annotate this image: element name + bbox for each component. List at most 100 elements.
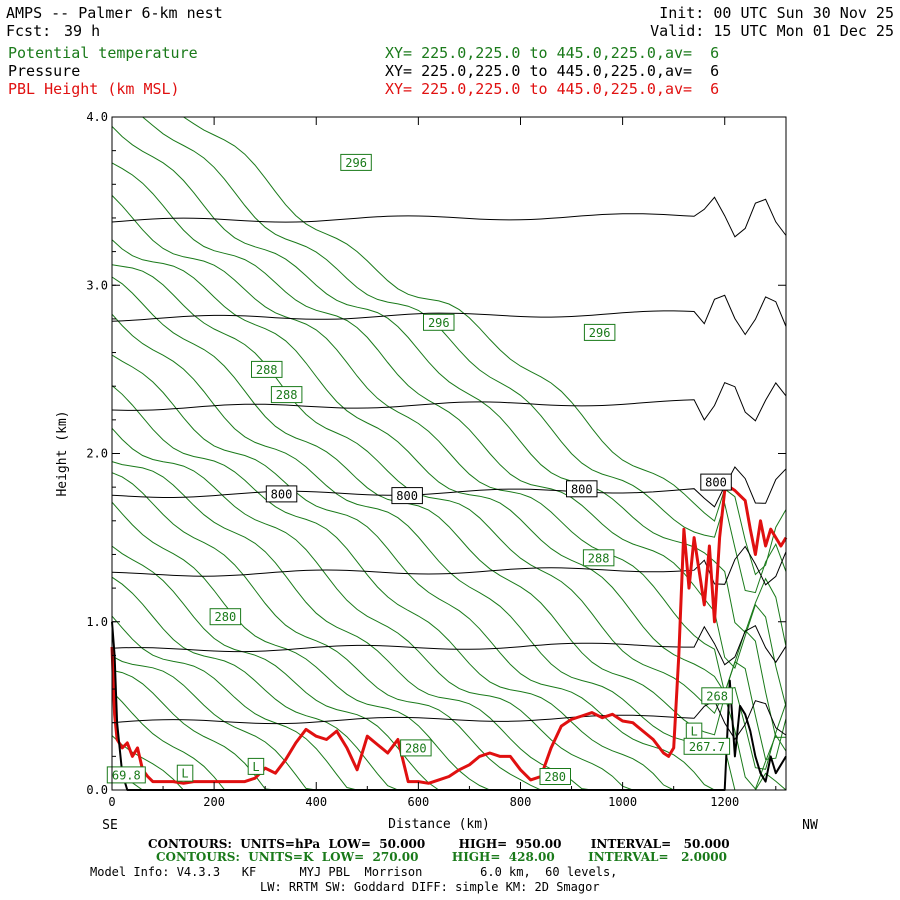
legend-pbl-height: PBL Height (km MSL) [8,80,180,98]
x-end-label-se: SE [102,818,118,833]
contour-label: 800 [700,473,732,491]
contour-label-box [566,480,598,498]
contour-label-box [251,360,283,378]
contour-label-box [340,153,372,171]
contour-label: 288 [251,360,283,378]
contour-label-box [700,473,732,491]
contour-label: 288 [582,549,615,567]
x-tick-label: 1200 [710,795,739,809]
footer-model-info: Model Info: V4.3.3 KF MYJ PBL Morrison 6… [90,865,618,879]
x-tick-label: 600 [408,795,430,809]
contour-label-box [176,764,194,782]
theta-contour-line [111,669,786,791]
contour-label: 69.8 [106,766,146,784]
footer-physics-info: LW: RRTM SW: Goddard DIFF: simple KM: 2D… [260,880,600,894]
pbl-height-line [110,485,788,785]
theta-contour-line [111,239,787,760]
contour-label-box [583,323,616,341]
forecast-label: Fcst: [6,22,52,40]
valid-time: Valid: 15 UTC Mon 01 Dec 25 [650,22,894,40]
contour-label-box [391,487,423,505]
contour-label-box [423,313,455,331]
y-tick-label: 0.0 [86,783,108,797]
legend-pressure-xy: XY= 225.0,225.0 to 445.0,225.0,av= 6 [385,62,720,80]
plot-title: AMPS -- Palmer 6-km nest [6,4,223,22]
theta-contour-line [111,655,786,791]
contour-label-text: 267.7 [689,740,725,754]
contour-label: L [176,764,194,782]
pressure-contour-700 [111,294,787,336]
contour-label: 280 [209,608,242,626]
contour-label-box [701,687,733,705]
theta-contour-line [111,615,786,791]
contour-label: L [685,722,703,740]
legend-potential-temperature: Potential temperature [8,44,198,62]
theta-contour-line [111,195,787,738]
contour-label-text: 296 [345,156,367,170]
contour-label: 800 [391,487,423,505]
footer-theta-contours: CONTOURS: UNITS=K LOW= 270.00 HIGH= 428.… [156,850,727,864]
y-tick-label: 4.0 [86,110,108,124]
contour-label-text: 800 [571,482,593,496]
pressure-contour-750 [111,381,787,422]
contour-label-text: L [690,725,697,739]
contour-label-text: 280 [405,741,427,755]
contour-label-text: 800 [396,489,418,503]
contour-label: 296 [423,313,455,331]
theta-contour-line [111,385,786,791]
series-layer [110,485,788,791]
contour-label-text: 800 [271,487,293,501]
legend-pbl-height-xy: XY= 225.0,225.0 to 445.0,225.0,av= 6 [385,80,720,98]
y-tick-label: 2.0 [86,447,108,461]
contour-label: 296 [583,323,616,341]
pressure-contour-800 [111,466,787,508]
pressure-contours [111,196,787,741]
contour-label-box [683,737,731,755]
x-tick-label: 0 [108,795,115,809]
contour-labels: 296 296 296 288 288 288 280 280 280 800 800 800 800 L… [106,153,733,785]
contour-label: 800 [265,485,298,503]
contour-label-text: 288 [256,363,278,377]
contour-label-text: 288 [276,388,298,402]
theta-contour-line [111,769,786,791]
contour-label: 267.7 [683,737,731,755]
footer-pressure-contours: CONTOURS: UNITS=hPa LOW= 50.000 HIGH= 95… [148,837,730,851]
theta-contour-line [112,116,787,594]
contour-label: 280 [400,739,432,757]
contour-label-text: 296 [589,326,611,340]
y-axis-label: Height (km) [55,410,70,496]
axes: 0 200 400 600 800 1000 1200 0.0 1.0 2.0 3.0 4.0 Dist… [55,110,818,833]
theta-contour-line [111,126,787,647]
contour-label-text: 288 [588,551,610,565]
contour-label-box [265,485,298,503]
theta-contour-line [111,276,787,790]
contour-label: 280 [539,768,571,785]
contour-label-text: L [181,767,188,781]
theta-contour-line [111,354,786,791]
x-end-label-nw: NW [802,818,818,833]
contour-label: 268 [701,687,733,705]
contour-label-box [270,386,303,404]
theta-contour-line [111,264,787,770]
pressure-contour-650 [111,196,787,238]
y-tick-label: 1.0 [86,615,108,629]
contour-label-text: 800 [705,476,727,490]
contour-label: 296 [340,153,372,171]
terrain-line [111,621,787,791]
contour-label-box [400,739,432,757]
contour-label: 288 [270,386,303,404]
init-time: Init: 00 UTC Sun 30 Nov 25 [659,4,894,22]
forecast-hour: 39 h [64,22,101,40]
legend-pressure: Pressure [8,62,81,80]
contour-label-text: 280 [215,610,237,624]
theta-contour-line [112,116,787,576]
contour-label-box [247,757,265,775]
legend-potential-temperature-xy: XY= 225.0,225.0 to 445.0,225.0,av= 6 [385,44,720,62]
contour-label: 800 [566,480,598,498]
contour-label-text: 296 [428,316,450,330]
contour-label-text: 69.8 [112,768,141,782]
contour-label-text: L [252,760,259,774]
x-tick-label: 200 [203,795,225,809]
x-axis-label: Distance (km) [388,817,490,832]
